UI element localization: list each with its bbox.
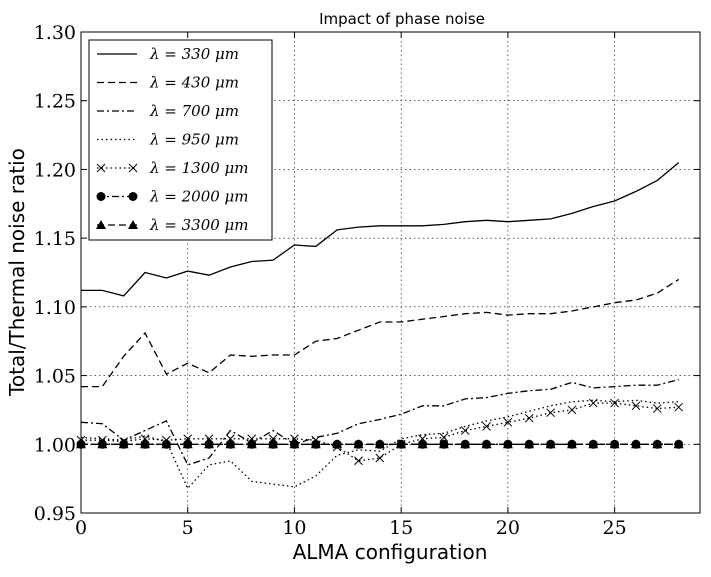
x-tick-label: 0: [75, 517, 87, 539]
chart-title: Impact of phase noise: [319, 10, 485, 28]
series-line: [80, 399, 679, 490]
legend-label: λ = 430 μm: [149, 74, 239, 92]
legend-marker: [96, 220, 106, 229]
series-marker: [610, 398, 619, 408]
x-tick-label: 5: [182, 517, 194, 539]
y-tick-label: 1.25: [34, 91, 76, 113]
legend-entry: λ = 430 μm: [97, 74, 239, 92]
series-marker: [674, 402, 684, 412]
series-line: [80, 379, 679, 466]
legend-marker: [128, 192, 138, 201]
series-line: [81, 162, 680, 297]
legend-label: λ = 330 μm: [149, 45, 239, 63]
y-axis-label: Total/Thermal noise ratio: [5, 148, 29, 397]
legend-marker: [128, 220, 138, 229]
series-marker: [246, 439, 257, 449]
x-tick-label: 10: [282, 517, 306, 539]
series-marker: [609, 439, 620, 449]
legend-marker: [128, 163, 138, 173]
series-marker: [502, 439, 513, 449]
series-marker: [354, 456, 363, 466]
y-tick-label: 1.10: [34, 297, 76, 319]
series-marker: [545, 439, 556, 449]
series-marker: [630, 439, 641, 449]
series-marker: [588, 398, 598, 408]
series-marker: [567, 405, 577, 415]
series-marker: [417, 439, 428, 449]
series-marker: [375, 453, 385, 463]
x-axis-label: ALMA configuration: [293, 540, 488, 564]
series-marker: [482, 422, 491, 431]
legend-marker: [96, 163, 106, 173]
x-tick-label: 20: [496, 517, 520, 539]
series-4: [80, 399, 679, 490]
series-marker: [524, 439, 535, 449]
series-marker: [310, 439, 321, 449]
legend-label: λ = 3300 μm: [149, 216, 249, 234]
series-marker: [140, 439, 151, 449]
y-tick-label: 1.20: [34, 159, 76, 181]
series-marker: [460, 426, 470, 435]
series-marker: [289, 439, 300, 449]
axis-ticks: 0 5 10 15 20 25 0.95 1.00 1.05 1.10 1.15 1.20 1.25 1.…: [34, 22, 700, 539]
series-marker: [438, 439, 449, 449]
legend: λ = 330 μm λ = 430 μm λ = 700 μm λ = 950 μm…: [88, 39, 273, 241]
series-marker: [161, 439, 172, 449]
series-marker: [460, 439, 471, 449]
series-marker: [546, 408, 555, 418]
series-marker: [374, 439, 385, 449]
legend-entry: λ = 2000 μm: [96, 188, 249, 206]
legend-label: λ = 2000 μm: [149, 188, 249, 206]
y-tick-label: 1.15: [34, 228, 76, 250]
legend-entry: λ = 700 μm: [97, 102, 239, 120]
series-marker: [481, 439, 492, 449]
legend-label: λ = 950 μm: [149, 131, 239, 149]
series-marker: [524, 413, 534, 423]
series-marker: [652, 404, 662, 413]
series-marker: [332, 439, 343, 449]
series-1: [81, 162, 680, 297]
legend-entry: λ = 3300 μm: [96, 216, 249, 234]
series-lines: [76, 162, 684, 490]
legend-marker: [96, 192, 106, 201]
series-marker: [631, 401, 641, 411]
legend-label: λ = 1300 μm: [149, 159, 249, 177]
x-tick-label: 15: [389, 517, 413, 539]
series-marker: [396, 439, 407, 449]
series-marker: [118, 439, 129, 449]
series-line: [81, 402, 679, 462]
y-tick-label: 1.00: [34, 434, 76, 456]
series-marker: [503, 417, 513, 427]
series-marker: [268, 439, 279, 449]
series-marker: [204, 439, 215, 449]
legend-entry: λ = 330 μm: [97, 45, 239, 63]
y-tick-label: 1.30: [34, 22, 76, 44]
series-marker: [566, 439, 577, 449]
legend-entry: λ = 1300 μm: [96, 159, 249, 177]
series-3: [80, 379, 679, 466]
series-line: [81, 278, 680, 388]
series-marker: [225, 439, 236, 449]
y-tick-label: 0.95: [34, 503, 76, 525]
legend-label: λ = 700 μm: [149, 102, 239, 120]
y-tick-label: 1.05: [34, 366, 76, 388]
series-7: [76, 439, 684, 449]
series-marker: [439, 433, 449, 442]
series-marker: [652, 439, 663, 449]
series-marker: [182, 439, 193, 449]
series-marker: [353, 439, 364, 449]
series-marker: [588, 439, 599, 449]
grid-lines: [81, 32, 700, 513]
series-marker: [673, 439, 684, 449]
series-marker: [97, 439, 108, 449]
legend-entry: λ = 950 μm: [97, 131, 239, 149]
x-tick-label: 25: [603, 517, 627, 539]
plot-area-frame: [80, 31, 701, 514]
series-2: [81, 278, 680, 388]
